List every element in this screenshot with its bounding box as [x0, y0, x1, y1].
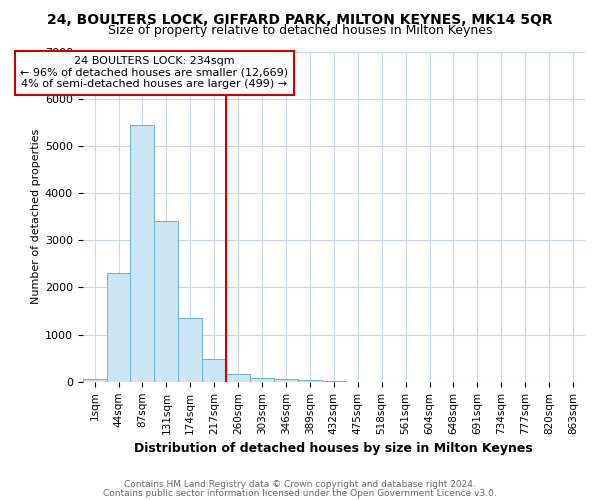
- Text: 24 BOULTERS LOCK: 234sqm
← 96% of detached houses are smaller (12,669)
4% of sem: 24 BOULTERS LOCK: 234sqm ← 96% of detach…: [20, 56, 289, 90]
- Text: Contains HM Land Registry data © Crown copyright and database right 2024.: Contains HM Land Registry data © Crown c…: [124, 480, 476, 489]
- Bar: [202, 359, 226, 382]
- Bar: [154, 222, 178, 382]
- Bar: [226, 374, 250, 382]
- X-axis label: Distribution of detached houses by size in Milton Keynes: Distribution of detached houses by size …: [134, 442, 533, 455]
- Text: 24, BOULTERS LOCK, GIFFARD PARK, MILTON KEYNES, MK14 5QR: 24, BOULTERS LOCK, GIFFARD PARK, MILTON …: [47, 12, 553, 26]
- Bar: [322, 381, 346, 382]
- Bar: [107, 274, 130, 382]
- Text: Size of property relative to detached houses in Milton Keynes: Size of property relative to detached ho…: [108, 24, 492, 37]
- Bar: [274, 380, 298, 382]
- Bar: [130, 124, 154, 382]
- Bar: [250, 378, 274, 382]
- Y-axis label: Number of detached properties: Number of detached properties: [31, 129, 41, 304]
- Text: Contains public sector information licensed under the Open Government Licence v3: Contains public sector information licen…: [103, 489, 497, 498]
- Bar: [178, 318, 202, 382]
- Bar: [298, 380, 322, 382]
- Bar: [83, 378, 107, 382]
